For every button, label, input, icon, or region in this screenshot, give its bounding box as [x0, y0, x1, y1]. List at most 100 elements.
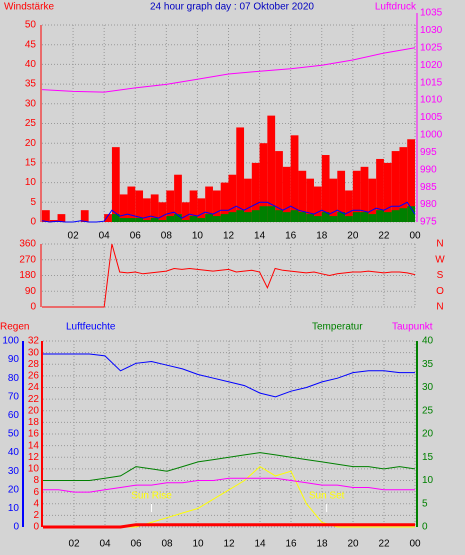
wind-label: Windstärke: [4, 2, 54, 13]
wind-bar: [181, 202, 190, 222]
wind-bar: [267, 115, 276, 222]
wind-bar: [49, 220, 58, 222]
y-tick-label: 90: [25, 286, 37, 297]
wind-bar: [197, 218, 206, 222]
compass-label: S: [437, 270, 444, 281]
y-tick-label: 28: [28, 359, 40, 370]
y-tick-label: 2: [33, 510, 39, 521]
x-tick-label: 14: [254, 231, 266, 242]
y-tick-label: 980: [420, 199, 437, 210]
wind-bar: [383, 162, 392, 222]
wind-bar: [244, 212, 252, 222]
wind-bar: [127, 186, 136, 222]
y-tick-label: 35: [25, 79, 37, 90]
y-tick-label: 360: [19, 239, 36, 250]
wind-bar: [189, 216, 198, 222]
x-tick-label: 02: [68, 539, 80, 550]
wind-bar: [228, 174, 237, 222]
wind-bar: [212, 216, 221, 222]
x-tick-label: 14: [254, 539, 266, 550]
compass-label: N: [436, 302, 443, 313]
wind-bar: [329, 178, 338, 222]
wind-bar: [220, 214, 229, 222]
wind-bar: [205, 186, 213, 222]
wind-bar: [111, 214, 120, 222]
y-tick-label: 15: [25, 158, 37, 169]
y-tick-label: 10: [8, 503, 20, 514]
y-tick-label: 10: [28, 464, 40, 475]
y-tick-label: 1010: [420, 95, 443, 106]
wind-bar: [197, 198, 206, 222]
wind-line: [41, 201, 416, 223]
x-tick-label: 12: [223, 231, 235, 242]
y-tick-label: 22: [28, 394, 40, 405]
wind-bar: [104, 214, 112, 222]
wind-bar: [150, 218, 159, 222]
temperature-line: [43, 452, 416, 481]
x-tick-label: 16: [285, 231, 297, 242]
wind-bar: [290, 210, 299, 222]
dewpoint-label: Taupunkt: [392, 322, 433, 333]
wind-bar: [174, 174, 182, 222]
x-tick-label: 12: [223, 539, 235, 550]
wind-bar: [360, 166, 369, 222]
y-tick-label: 26: [28, 371, 40, 382]
y-tick-label: 45: [25, 39, 37, 50]
y-tick-label: 25: [25, 118, 37, 129]
pressure-line: [41, 47, 416, 93]
humidity-label: Luftfeuchte: [66, 322, 116, 333]
y-tick-label: 0: [422, 522, 428, 533]
y-tick-label: 24: [28, 382, 40, 393]
wind-bar: [158, 202, 167, 222]
dewpoint-line: [43, 477, 415, 493]
y-tick-label: 30: [25, 98, 37, 109]
wind-bar: [321, 155, 330, 222]
y-tick-label: 0: [30, 302, 36, 313]
y-tick-label: 1035: [420, 8, 443, 19]
wind-bar: [368, 178, 377, 222]
y-tick-label: 20: [28, 405, 40, 416]
x-tick-label: 00: [409, 231, 421, 242]
x-tick-label: 18: [316, 231, 328, 242]
wind-bar: [306, 178, 314, 222]
y-tick-label: 30: [28, 347, 40, 358]
humidity-line: [43, 353, 415, 398]
y-tick-label: 4: [33, 498, 39, 509]
wind-bar: [111, 147, 120, 222]
y-tick-label: 50: [8, 429, 20, 440]
wind-bar: [42, 210, 50, 222]
wind-bar: [298, 212, 307, 222]
y-tick-label: 40: [25, 59, 37, 70]
y-tick-label: 18: [28, 417, 40, 428]
wind-bar: [251, 162, 260, 222]
rain-label: Regen: [0, 322, 29, 333]
wind-bar: [236, 127, 245, 222]
wind-bar: [143, 198, 151, 222]
temperature-label: Temperatur: [312, 322, 363, 333]
wind-bar: [189, 190, 198, 222]
y-tick-label: 30: [8, 466, 20, 477]
x-tick-label: 22: [378, 539, 390, 550]
y-tick-label: 32: [28, 336, 40, 347]
wind-bar: [337, 170, 346, 222]
wind-bar: [275, 151, 283, 222]
x-tick-label: 10: [192, 539, 204, 550]
wind-bar: [135, 218, 144, 222]
chart-title: 24 hour graph day : 07 Oktober 2020: [150, 2, 314, 13]
x-tick-label: 22: [378, 231, 390, 242]
wind-bar: [376, 210, 384, 222]
y-tick-label: 995: [420, 147, 437, 158]
y-tick-label: 90: [8, 354, 20, 365]
wind-bar: [158, 220, 167, 222]
x-tick-label: 18: [316, 539, 328, 550]
wind-bar: [267, 206, 276, 222]
wind-bar: [399, 208, 408, 222]
y-tick-label: 10: [422, 475, 434, 486]
y-tick-label: 1015: [420, 77, 443, 88]
y-tick-label: 5: [422, 498, 428, 509]
x-tick-label: 06: [130, 539, 142, 550]
y-tick-label: 270: [19, 254, 36, 265]
sun-annotation: Sun Rise: [131, 491, 172, 502]
wind-bar: [259, 206, 268, 222]
